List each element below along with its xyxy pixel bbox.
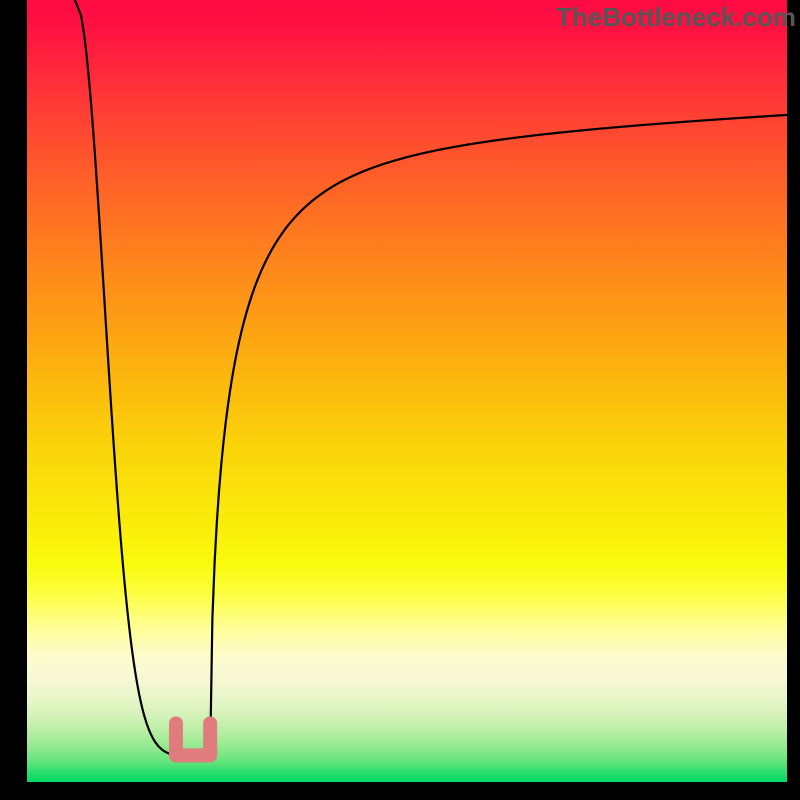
chart-plot-area bbox=[27, 0, 787, 782]
chart-gradient-background bbox=[27, 0, 787, 782]
watermark-text: TheBottleneck.com bbox=[556, 2, 796, 33]
